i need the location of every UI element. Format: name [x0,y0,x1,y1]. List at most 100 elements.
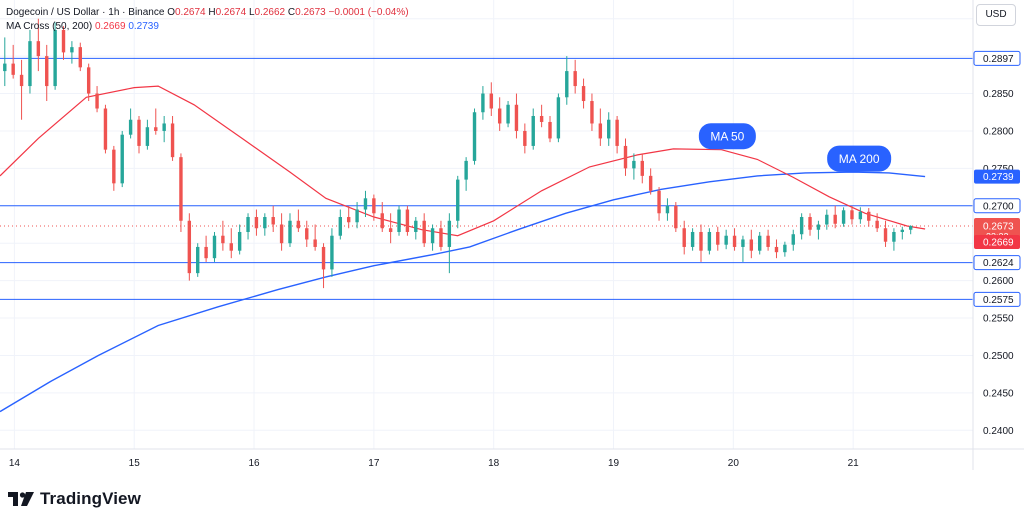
candle-up [3,37,7,87]
candle-body [422,220,426,244]
candle-down [598,108,603,146]
candle-up [665,198,670,221]
candle-down [867,208,871,227]
candle-body [19,74,24,87]
candle-body [908,225,913,230]
candle-down [388,213,393,244]
candle-body [61,29,66,53]
horizontal-levels[interactable] [0,57,973,300]
candle-up [858,207,863,224]
candle-body [346,217,351,223]
candle-up [481,86,485,120]
candle-down [749,229,754,259]
candle-body [53,29,57,87]
close-label: C [287,7,296,18]
candle-body [531,115,535,146]
candle-body [573,71,577,87]
candle-up [707,228,712,255]
price-tick-label: 0.2600 [983,276,1014,287]
candle-body [263,217,267,229]
candle-up [145,119,150,150]
candle-body [707,231,712,251]
candle-down [573,59,577,94]
candle-body [850,210,854,220]
candle-down [682,220,686,255]
candle-down [305,220,309,247]
candle-down [313,224,317,251]
symbol-name[interactable]: Dogecoin / US Dollar · 1h · Binance [6,7,165,18]
candle-body [103,108,108,150]
candle-body [296,220,301,229]
candle-down [271,205,275,232]
tradingview-mark-icon [8,492,34,506]
candle-down [808,213,812,236]
price-tick-label: 0.2500 [983,351,1014,362]
candle-body [858,211,863,220]
candle-up [632,153,636,180]
candle-body [732,235,737,247]
candle-body [162,123,166,131]
candle-up [246,213,250,240]
currency-button[interactable]: USD [976,4,1016,26]
candle-body [305,228,309,240]
candle-up [397,205,401,236]
candle-body [607,119,611,139]
change-value: −0.0001 (−0.04%) [328,7,409,18]
candle-down [103,104,108,154]
candle-down [648,168,653,195]
time-tick-label: 20 [728,458,740,469]
candle-down [590,93,594,131]
price-tick-label: 0.2400 [983,426,1014,437]
candle-body [565,71,569,98]
ma50-path [0,85,926,237]
candle-down [581,78,586,109]
candle-body [640,160,644,176]
candle-body [590,101,594,124]
candle-down [254,209,259,236]
candle-body [615,119,619,146]
candle-body [3,63,7,72]
level-badge-label: 0.2575 [983,295,1014,306]
candle-down [321,243,326,289]
candle-down [204,235,208,262]
candle-body [506,104,510,124]
candle-down [623,138,628,176]
candle-up [531,108,535,150]
candle-body [321,246,326,270]
price-tick-label: 0.2550 [983,314,1014,325]
candle-body [648,175,653,191]
candle-down [875,213,879,232]
candle-up [556,93,561,143]
symbol-row: Dogecoin / US Dollar · 1h · Binance O0.2… [6,6,409,20]
price-tick-label: 0.2750 [983,164,1014,175]
candle-down [372,194,376,221]
candle-body [799,217,804,235]
time-tick-label: 18 [488,458,500,469]
candle-body [254,217,259,229]
candle-body [674,205,678,229]
candle-body [623,145,628,169]
price-badge [974,169,1020,184]
low-label: L [248,7,255,18]
tradingview-logo[interactable]: TradingView [8,488,141,510]
indicator-name[interactable]: MA Cross (50, 200) [6,21,93,32]
candle-down [883,220,888,247]
candle-body [808,217,812,230]
candle-down [154,108,158,135]
candle-up [237,224,242,255]
level-badge [973,198,1021,214]
candle-up [430,224,435,251]
candle-up [816,220,821,240]
time-axis-ticks[interactable]: 14 15 16 17 18 19 20 21 [9,458,859,469]
ma-bubble: MA 200 [827,145,892,172]
candle-body [397,209,401,232]
candle-up [506,101,510,128]
candle-body [128,119,133,135]
candle-body [841,210,846,224]
open-value: 0.2674 [174,7,206,18]
candle-body [187,220,192,274]
candle-body [221,235,225,244]
price-badge-label: 0.2739 [983,172,1014,183]
candle-body [875,220,879,229]
